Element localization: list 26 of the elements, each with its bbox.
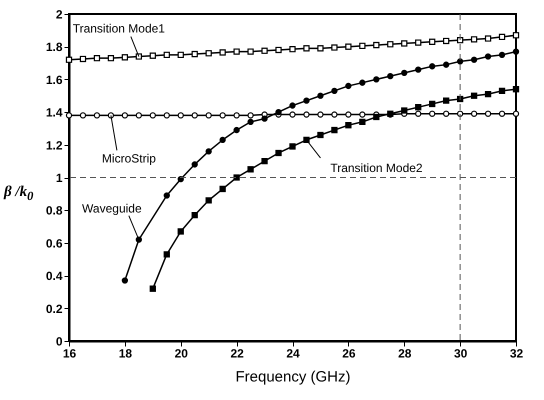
y-tick-label: 1.4: [46, 106, 63, 120]
y-tick-label: 1.6: [46, 72, 63, 87]
y-tick-label: 2: [56, 8, 63, 22]
x-tick-label: 16: [62, 346, 76, 360]
series-label: Transition Mode1: [72, 22, 166, 36]
y-axis-title: β /k$_{0}$: [4, 184, 34, 204]
y-tick-label: 0.4: [46, 269, 63, 284]
x-tick-label: 22: [230, 346, 244, 360]
text: Transition Mode2: [330, 160, 423, 175]
x-tick-label: 32: [510, 346, 524, 360]
x-axis-title: Frequency (GHz): [235, 368, 351, 386]
text: MicroStrip: [102, 151, 156, 166]
y-tick-label: 0: [56, 334, 63, 348]
y-tick-label: 1.8: [46, 40, 63, 54]
x-tick-label: 18: [118, 346, 132, 360]
y-tick-label: 0.6: [46, 236, 63, 250]
x-tick-label: 28: [398, 346, 412, 360]
y-tick-label: 1.2: [46, 138, 63, 152]
x-tick-label: 24: [286, 346, 300, 360]
x-tick-label: 20: [174, 346, 188, 360]
y-tick-label: 0.8: [46, 204, 63, 218]
y-tick-label: 1: [56, 171, 63, 185]
x-tick-label: 30: [454, 346, 468, 360]
series-label: Waveguide: [82, 202, 142, 216]
x-tick-label: 26: [342, 346, 356, 360]
y-tick-label: 0.2: [46, 302, 63, 316]
